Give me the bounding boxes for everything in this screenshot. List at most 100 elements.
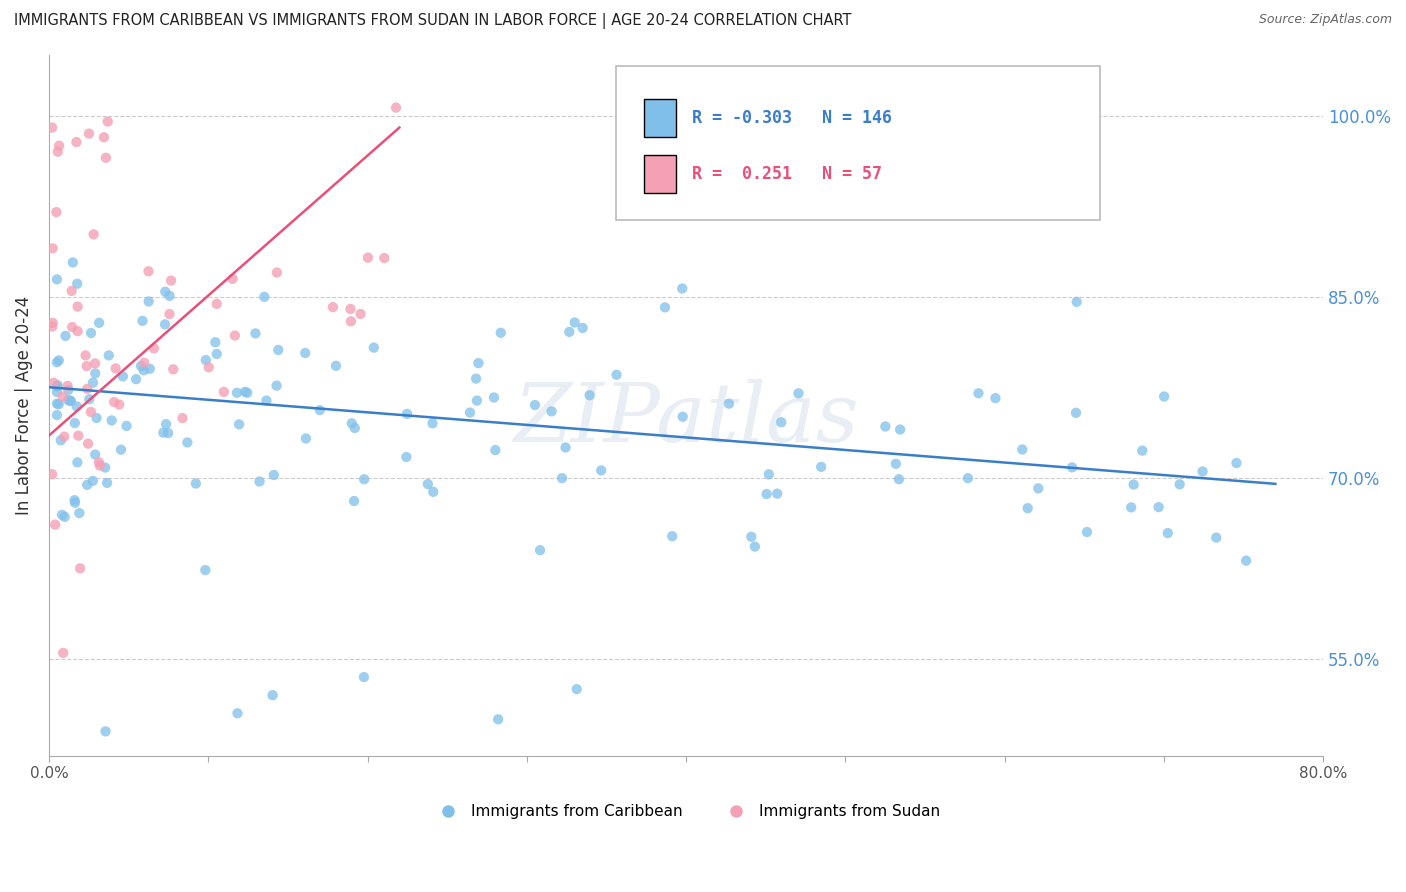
Point (162, 362, 184, 376)
Point (139, 361, 162, 376)
Point (76, 478, 98, 492)
Point (67, 506, 90, 520)
Point (45, 205, 67, 219)
Point (155, 285, 177, 299)
Point (132, 363, 155, 377)
Point (226, 385, 249, 400)
FancyBboxPatch shape (616, 66, 1099, 219)
Point (221, 272, 243, 286)
Point (325, 359, 347, 373)
Point (48, 138, 70, 153)
Point (184, 476, 207, 491)
Point (1225, 456, 1247, 470)
Point (56, 379, 79, 393)
Point (1064, 406, 1087, 420)
Point (1076, 524, 1098, 539)
Point (1062, 460, 1084, 475)
Point (65, 135, 87, 149)
Point (45, 384, 67, 399)
Point (46, 145, 69, 159)
Point (1130, 443, 1153, 458)
Point (884, 457, 907, 471)
Point (266, 265, 288, 279)
Point (53, 429, 76, 443)
Point (770, 415, 793, 429)
Point (110, 442, 132, 457)
Text: R = -0.303   N = 146: R = -0.303 N = 146 (692, 109, 893, 128)
Point (224, 328, 246, 343)
Point (467, 356, 489, 370)
Point (60, 320, 83, 334)
Point (395, 450, 418, 464)
Point (1157, 526, 1180, 541)
Point (66, 277, 89, 291)
Point (84, 356, 107, 370)
Point (267, 343, 290, 357)
Text: Source: ZipAtlas.com: Source: ZipAtlas.com (1258, 13, 1392, 27)
Point (482, 391, 505, 405)
Point (1066, 294, 1088, 309)
Point (558, 325, 581, 339)
Point (104, 361, 127, 376)
Point (82, 376, 104, 390)
Point (103, 395, 125, 409)
Point (766, 486, 789, 500)
Point (45, 379, 67, 393)
Point (63, 416, 86, 430)
Point (564, 316, 586, 330)
Y-axis label: In Labor Force | Age 20-24: In Labor Force | Age 20-24 (15, 296, 32, 515)
Point (176, 435, 198, 450)
Point (205, 297, 228, 311)
Point (967, 386, 990, 401)
Point (56, 393, 79, 408)
Point (395, 407, 418, 421)
Point (48, 353, 70, 368)
Point (465, 393, 488, 408)
Point (76, 359, 98, 373)
Point (45, 396, 67, 410)
Point (236, 385, 259, 400)
Point (353, 472, 375, 486)
Point (58, 383, 80, 397)
Point (41, 467, 63, 482)
Point (59, 393, 82, 408)
Point (66, 400, 89, 414)
Point (42, 376, 65, 390)
Point (77, 436, 100, 450)
Point (89, 458, 111, 473)
Point (1205, 531, 1227, 545)
Point (55, 329, 77, 343)
Text: ZIPatlas: ZIPatlas (513, 379, 859, 459)
Point (125, 372, 148, 386)
Text: R =  0.251   N = 57: R = 0.251 N = 57 (692, 165, 883, 183)
Point (51, 508, 73, 522)
Point (422, 484, 444, 499)
Point (69, 561, 91, 575)
Point (194, 353, 217, 368)
Point (422, 417, 444, 431)
Point (79, 392, 101, 406)
Point (1234, 554, 1257, 568)
Point (97, 348, 120, 362)
Point (554, 441, 576, 455)
Point (159, 289, 181, 303)
Point (343, 494, 366, 508)
Point (41, 120, 63, 135)
Point (52, 390, 75, 404)
Point (228, 417, 250, 432)
Point (194, 563, 217, 577)
Point (249, 475, 271, 489)
Point (540, 404, 562, 418)
Point (373, 251, 395, 265)
Point (484, 443, 506, 458)
Point (1121, 500, 1143, 515)
Point (523, 398, 546, 412)
Point (115, 419, 138, 434)
Point (67, 428, 90, 442)
Point (529, 543, 551, 558)
Point (322, 300, 344, 314)
Point (87, 455, 110, 469)
Point (254, 393, 277, 408)
Point (94, 151, 117, 165)
Point (45, 408, 67, 422)
